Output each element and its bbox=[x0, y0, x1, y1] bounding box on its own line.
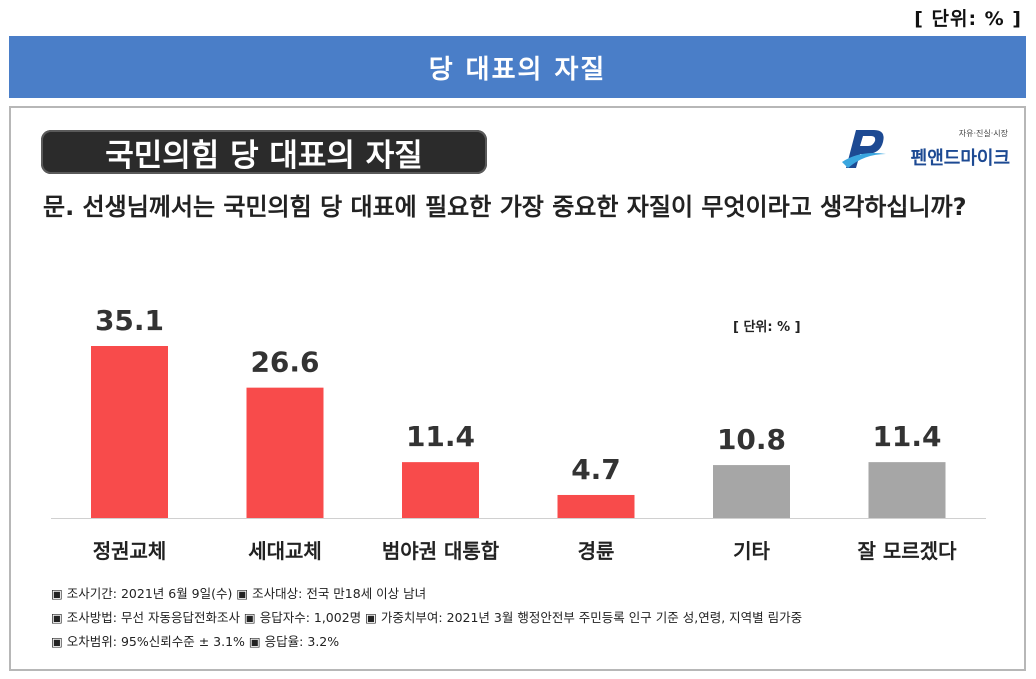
category-label-5: 잘 모르겠다 bbox=[858, 539, 958, 563]
survey-notes: ▣ 조사기간: 2021년 6월 9일(수) ▣ 조사대상: 전국 만18세 이… bbox=[51, 582, 802, 654]
note-line-method: ▣ 조사방법: 무선 자동응답전화조사 ▣ 응답자수: 1,002명 ▣ 가중치… bbox=[51, 610, 803, 625]
bar-5 bbox=[868, 462, 946, 518]
logo-name: 펜앤드마이크 bbox=[910, 148, 1010, 169]
value-label-0: 35.1 bbox=[95, 304, 164, 337]
category-label-2: 범야권 대통합 bbox=[382, 539, 500, 563]
chart-unit-label: [ 단위: % ] bbox=[733, 320, 801, 335]
value-label-1: 26.6 bbox=[250, 346, 319, 379]
bar-chart: 35.1 정권교체 26.6 세대교체 11.4 범야권 대통합 4.7 경륜 10.8 기타 11… bbox=[51, 304, 986, 563]
bar-3 bbox=[557, 494, 635, 518]
value-label-2: 11.4 bbox=[406, 420, 475, 453]
value-label-3: 4.7 bbox=[571, 453, 621, 486]
bar-2 bbox=[402, 462, 479, 518]
banner-title: 당 대표의 자질 bbox=[9, 36, 1026, 98]
value-label-5: 11.4 bbox=[872, 420, 941, 453]
category-label-0: 정권교체 bbox=[93, 539, 167, 563]
panel-title: 국민의힘 당 대표의 자질 bbox=[41, 130, 487, 174]
category-label-3: 경륜 bbox=[578, 539, 615, 563]
unit-label-top: [ 단위: % ] bbox=[914, 8, 1022, 30]
bar-4 bbox=[713, 465, 790, 518]
category-label-1: 세대교체 bbox=[248, 539, 322, 563]
category-label-4: 기타 bbox=[733, 539, 770, 563]
logo-tagline: 자유·진실·시장 bbox=[958, 129, 1008, 138]
bar-0 bbox=[91, 346, 168, 518]
bar-1 bbox=[246, 387, 324, 518]
note-line-margin: ▣ 오차범위: 95%신뢰수준 ± 3.1% ▣ 응답율: 3.2% bbox=[51, 634, 340, 649]
chart-panel: 국민의힘 당 대표의 자질 자유·진실·시장 펜앤드마이크 문. 선생님께서는 … bbox=[9, 106, 1026, 671]
note-line-period: ▣ 조사기간: 2021년 6월 9일(수) ▣ 조사대상: 전국 만18세 이… bbox=[51, 586, 427, 601]
logo-p-icon bbox=[842, 130, 886, 168]
brand-logo: 자유·진실·시장 펜앤드마이크 bbox=[840, 122, 1010, 176]
survey-question: 문. 선생님께서는 국민의힘 당 대표에 필요한 가장 중요한 자질이 무엇이라… bbox=[43, 193, 967, 221]
value-label-4: 10.8 bbox=[717, 423, 786, 456]
